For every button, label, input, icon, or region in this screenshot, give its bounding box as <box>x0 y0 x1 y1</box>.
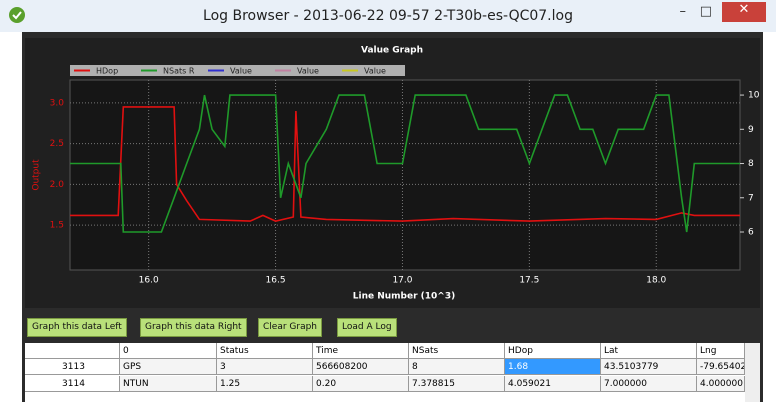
close-button[interactable]: ✕ <box>722 2 766 22</box>
chart-title: Value Graph <box>361 46 423 56</box>
button[interactable]: Graph this data Left <box>27 318 127 337</box>
column-header: Lat <box>601 343 697 359</box>
y2-tick-label: 7 <box>748 193 754 203</box>
data-table: 0 Status Time NSats HDop Lat Lng 3113 GPS 3 566608… <box>25 343 760 402</box>
y-tick-label: 2.0 <box>50 180 65 190</box>
table-cell: -79.65402 <box>697 359 745 375</box>
y2-tick-label: 8 <box>748 159 754 169</box>
legend-label: Value <box>297 67 319 76</box>
button[interactable]: Clear Graph <box>258 318 323 337</box>
table-cell: 8 <box>409 359 505 375</box>
button[interactable]: Load A Log <box>337 318 397 337</box>
minimize-button[interactable]: – <box>679 4 687 19</box>
x-tick-label: 16.0 <box>139 276 159 286</box>
y-tick-label: 2.5 <box>50 139 64 149</box>
column-header: HDop <box>505 343 601 359</box>
column-header: Time <box>313 343 409 359</box>
table-cell: 1.25 <box>217 376 313 392</box>
title-bar: Log Browser - 2013-06-22 09-57 2-T30b-es… <box>0 0 776 32</box>
table-cell: 43.5103779 <box>601 359 697 375</box>
scrollbar[interactable] <box>745 343 760 402</box>
x-tick-label: 17.5 <box>519 276 539 286</box>
window-title: Log Browser - 2013-06-22 09-57 2-T30b-es… <box>203 8 573 24</box>
table-cell: 566608200 <box>313 359 409 375</box>
column-header: NSats <box>409 343 505 359</box>
app-icon <box>9 7 25 23</box>
y2-tick-label: 10 <box>748 91 760 101</box>
plot-area <box>69 79 741 271</box>
y-tick-label: 3.0 <box>50 98 65 108</box>
maximize-button[interactable]: □ <box>699 4 712 19</box>
y2-tick-label: 6 <box>748 228 754 238</box>
table-cell: 0.20 <box>313 376 409 392</box>
y-axis-label: Output <box>32 159 42 191</box>
table-cell: 7.378815 <box>409 376 505 392</box>
legend <box>70 65 405 76</box>
x-tick-label: 17.0 <box>392 276 412 286</box>
row-header: 3113 <box>25 359 120 375</box>
y2-tick-label: 9 <box>748 125 754 135</box>
y-tick-label: 1.5 <box>50 221 64 231</box>
series-line <box>70 106 740 222</box>
series-line <box>70 94 740 233</box>
legend-label: Value <box>364 67 386 76</box>
x-tick-label: 16.5 <box>266 276 286 286</box>
x-tick-label: 18.0 <box>646 276 666 286</box>
button[interactable]: Graph this data Right <box>140 318 247 337</box>
row-header: 3114 <box>25 376 120 392</box>
column-header: Lng <box>697 343 745 359</box>
table-cell: 7.000000 <box>601 376 697 392</box>
column-header: 0 <box>120 343 217 359</box>
legend-label: NSats R <box>163 67 195 76</box>
table-cell: 3 <box>217 359 313 375</box>
table-cell: GPS <box>120 359 217 375</box>
table-cell: 4.000000 <box>697 376 745 392</box>
legend-label: HDop <box>96 67 118 76</box>
chart: Value Graph Line Number (10^3) Output 16… <box>25 38 760 308</box>
table-cell: 1.68 <box>505 359 601 375</box>
table-cell: 4.059021 <box>505 376 601 392</box>
column-header <box>25 343 120 359</box>
table-cell: NTUN <box>120 376 217 392</box>
legend-label: Value <box>230 67 252 76</box>
column-header: Status <box>217 343 313 359</box>
x-axis-label: Line Number (10^3) <box>353 292 455 302</box>
